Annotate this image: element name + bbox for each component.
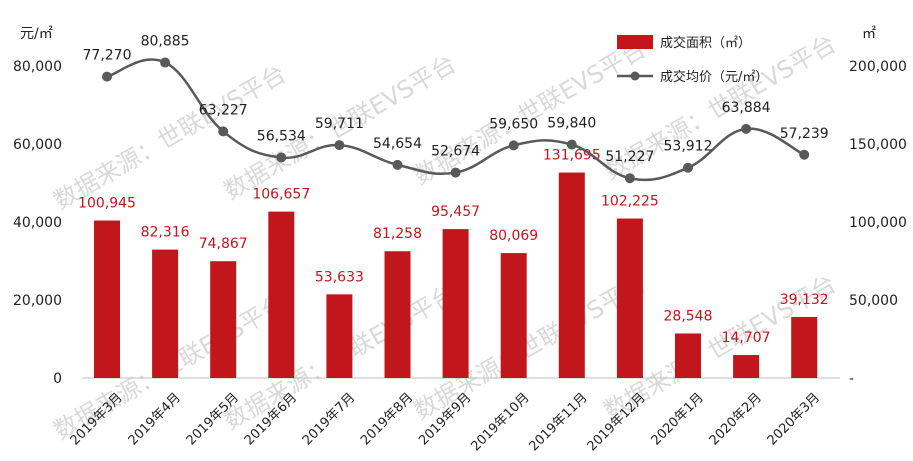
bar-value-label: 95,457 xyxy=(431,204,480,220)
right-tick-label: 50,000 xyxy=(849,293,898,309)
bar xyxy=(268,211,295,378)
legend-line-label: 成交均价（元/㎡） xyxy=(660,69,768,85)
bar xyxy=(733,355,760,378)
line-point xyxy=(218,126,229,137)
bar-value-label: 81,258 xyxy=(373,226,422,242)
line-value-label: 63,227 xyxy=(199,102,248,118)
line-value-label: 80,885 xyxy=(141,34,190,50)
bar-value-label: 28,548 xyxy=(664,308,713,324)
bar xyxy=(442,229,469,378)
line-value-label: 52,674 xyxy=(431,144,480,160)
line-value-label: 59,840 xyxy=(547,116,596,132)
left-tick-label: 0 xyxy=(53,371,62,387)
bar xyxy=(326,294,353,378)
left-axis-unit: 元/㎡ xyxy=(20,26,53,42)
right-tick-label: 100,000 xyxy=(849,215,907,231)
bar-value-label: 53,633 xyxy=(315,269,364,285)
line-value-label: 59,650 xyxy=(489,116,538,132)
line-point xyxy=(102,71,112,82)
legend-bar-label: 成交面积（㎡） xyxy=(660,35,751,51)
bar-value-label: 100,945 xyxy=(78,196,136,212)
line-point xyxy=(276,152,287,163)
line-value-label: 53,912 xyxy=(664,139,713,155)
legend: 成交面积（㎡） 成交均价（元/㎡） xyxy=(617,35,768,85)
bar xyxy=(616,218,643,378)
left-tick-label: 20,000 xyxy=(13,293,62,309)
category-label: 2019年10月 xyxy=(468,390,532,454)
line-value-label: 77,270 xyxy=(83,48,132,64)
line-value-label: 51,227 xyxy=(605,149,654,165)
line-point xyxy=(508,140,519,151)
line-value-label: 63,884 xyxy=(722,100,771,116)
line-value-label: 54,654 xyxy=(373,136,422,152)
bar xyxy=(94,220,120,378)
line-point xyxy=(450,167,461,178)
left-tick-label: 40,000 xyxy=(13,215,62,231)
bar-series xyxy=(94,172,818,378)
bar-value-label: 102,225 xyxy=(601,194,659,210)
line-point xyxy=(160,57,171,68)
left-tick-label: 80,000 xyxy=(13,59,62,75)
bar xyxy=(384,251,411,378)
bar xyxy=(791,316,818,378)
line-point xyxy=(566,139,577,150)
right-axis-ticks: - 50,000 100,000 150,000 200,000 xyxy=(849,59,907,387)
bar-value-label: 74,867 xyxy=(199,236,248,252)
category-label: 2019年8月 xyxy=(358,390,416,448)
bar xyxy=(210,261,237,378)
line-value-label: 56,534 xyxy=(257,129,306,145)
right-tick-label: - xyxy=(849,371,854,387)
line-point xyxy=(799,149,810,160)
bar xyxy=(675,333,701,378)
bar-value-label: 80,069 xyxy=(489,228,538,244)
category-label: 2020年3月 xyxy=(765,390,823,448)
line-point xyxy=(334,140,345,151)
bar-value-label: 14,707 xyxy=(722,330,771,346)
line-labels: 77,270 80,885 63,227 56,534 59,711 54,654 52,6… xyxy=(83,34,829,166)
legend-bar-swatch xyxy=(617,35,653,49)
line-point xyxy=(683,162,693,173)
right-axis-unit: ㎡ xyxy=(862,26,876,42)
bar xyxy=(558,172,585,378)
line-value-label: 57,239 xyxy=(780,126,829,142)
line-point xyxy=(392,159,403,170)
bar xyxy=(152,249,179,378)
right-tick-label: 150,000 xyxy=(849,137,907,153)
line-points xyxy=(102,57,810,184)
category-label: 2019年7月 xyxy=(300,390,358,448)
line-value-label: 59,711 xyxy=(315,116,364,132)
bar-value-label: 39,132 xyxy=(780,292,829,308)
bar xyxy=(500,253,527,378)
left-axis-ticks: 0 20,000 40,000 60,000 80,000 xyxy=(13,59,62,387)
category-label: 2019年11月 xyxy=(527,390,591,454)
left-tick-label: 60,000 xyxy=(13,137,62,153)
line-point xyxy=(624,173,635,184)
bar-value-label: 82,316 xyxy=(141,225,190,241)
right-tick-label: 200,000 xyxy=(849,59,907,75)
category-label: 2020年2月 xyxy=(707,390,765,448)
bar-value-label: 106,657 xyxy=(252,187,310,203)
legend-line-marker xyxy=(630,71,640,81)
line-point xyxy=(741,123,752,134)
